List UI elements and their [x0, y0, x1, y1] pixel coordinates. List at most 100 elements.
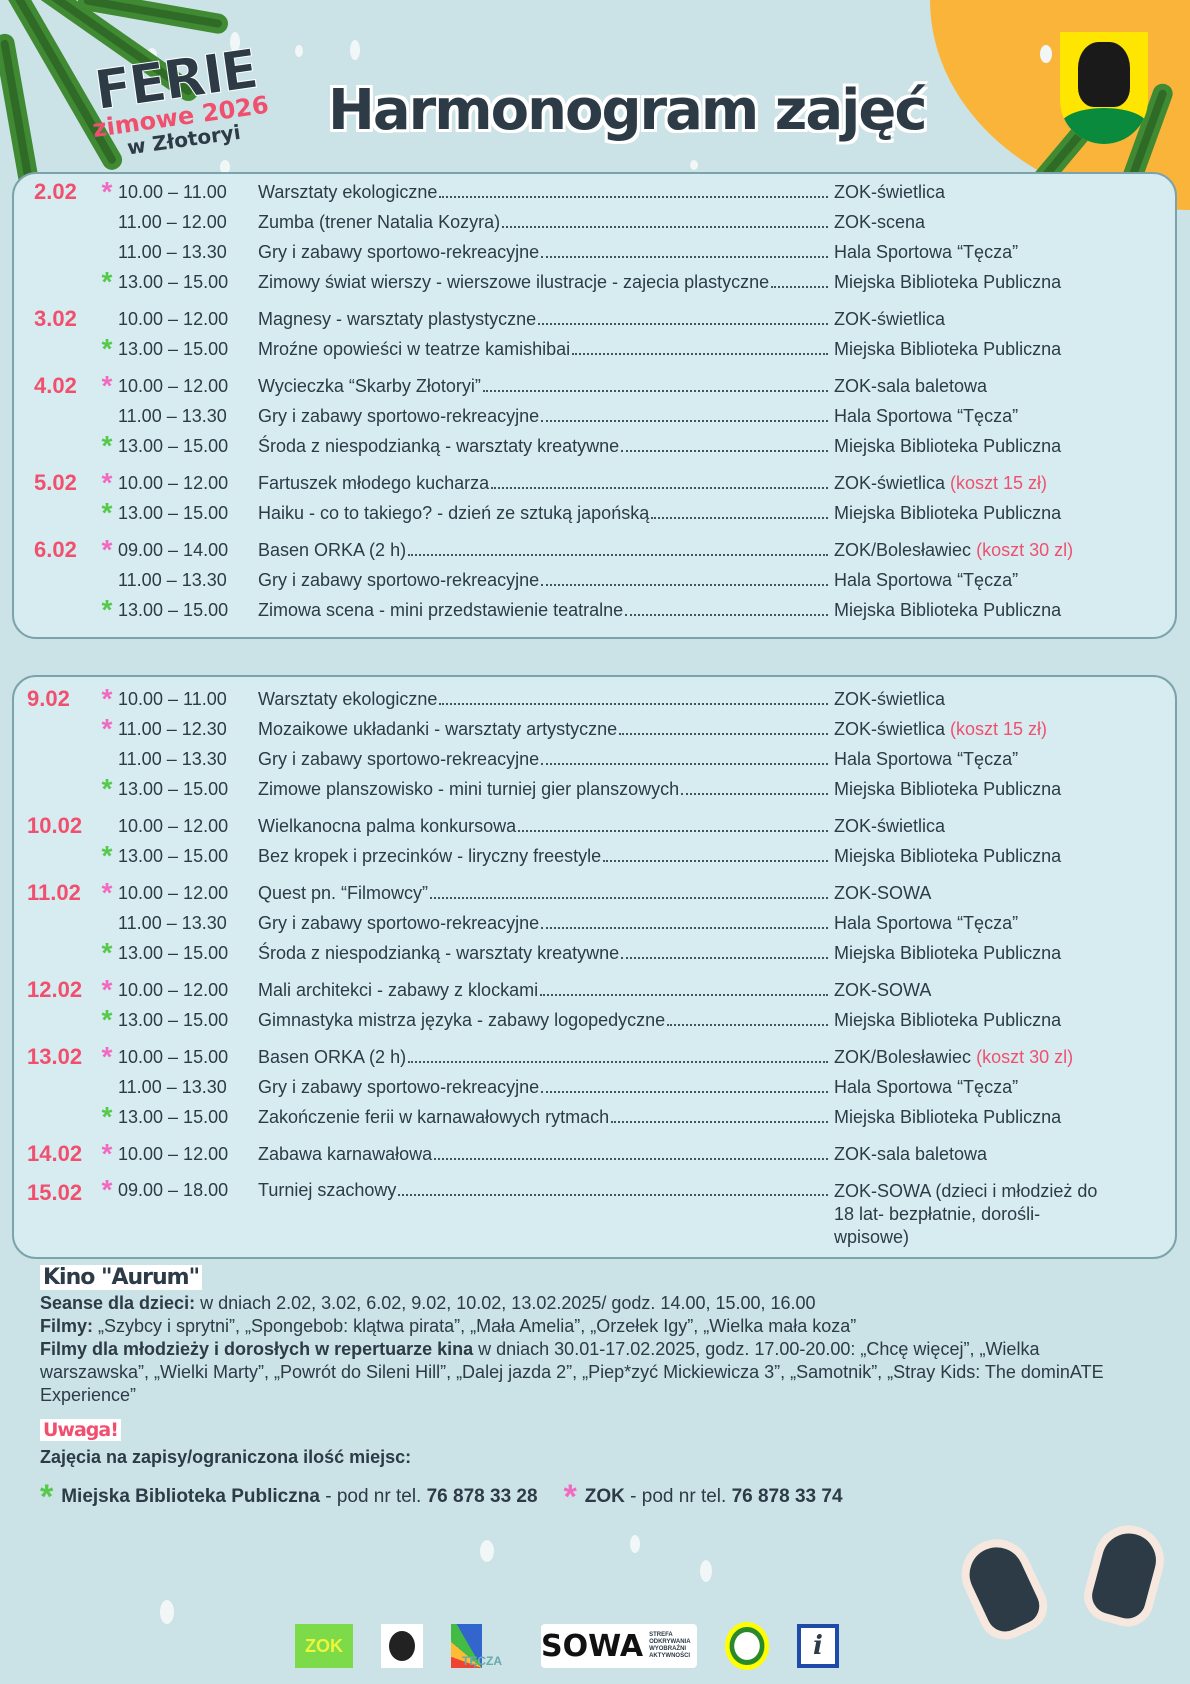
contact-name: ZOK [584, 1486, 625, 1507]
partner-logos: ZOK TĘCZA SOWA STREFA ODKRYWANIA WYOBRAŹN… [295, 1622, 839, 1670]
activity-name: Wielkanocna palma konkursowa [258, 815, 517, 836]
location-name: ZOK-świetlica [834, 472, 946, 493]
text: „Szybcy i sprytni”, „Spongebob: klątwa p… [93, 1316, 857, 1336]
location: ZOK-scena [834, 212, 1175, 233]
activity-name: Gry i zabawy sportowo-rekreacyjne [258, 569, 540, 590]
activity: Zabawa karnawałowa [258, 1144, 834, 1165]
phone-number: 76 878 33 74 [731, 1486, 843, 1507]
activity: Warsztaty ekologiczne [258, 182, 834, 203]
location-name: ZOK-sala baletowa [834, 375, 988, 396]
location-name: Miejska Biblioteka Publiczna [834, 502, 1062, 523]
activity-name: Mozaikowe układanki - warsztaty artystyc… [258, 718, 618, 739]
activity: Gry i zabawy sportowo-rekreacyjne [258, 913, 834, 934]
cinema-title: Kino "Aurum" [40, 1265, 203, 1290]
kids-films: Filmy: „Szybcy i sprytni”, „Spongebob: k… [40, 1315, 1140, 1338]
schedule-row: 11.00 – 13.30 Gry i zabawy sportowo-rekre… [14, 565, 1175, 595]
dotted-leader [408, 1060, 828, 1063]
day-group: 9.02 * 10.00 – 11.00 Warsztaty ekologiczne Z… [14, 684, 1175, 804]
activity: Basen ORKA (2 h) [258, 1047, 834, 1068]
activity: Środa z niespodzianką - warsztaty kreaty… [258, 943, 834, 964]
location-name: Miejska Biblioteka Publiczna [834, 778, 1062, 799]
dotted-leader [482, 389, 828, 392]
activity-name: Zimowe planszowisko - mini turniej gier … [258, 778, 680, 799]
activity-name: Środa z niespodzianką - warsztaty kreaty… [258, 435, 620, 456]
green-asterisk-icon: * [101, 1004, 113, 1035]
logo-subtext: STREFA ODKRYWANIA WYOBRAŹNI AKTYWNOŚCI [649, 1632, 691, 1659]
day-date: 2.02 [34, 179, 77, 204]
activity-name: Zakończenie ferii w karnawałowych rytmac… [258, 1106, 610, 1127]
notice-title: Uwaga! [40, 1419, 121, 1441]
location-name: ZOK-SOWA (dzieci i młodzież do 18 lat- b… [834, 1181, 1098, 1247]
schedule-row: 2.02 * 10.00 – 11.00 Warsztaty ekologiczne Z… [14, 177, 1175, 207]
adult-films: Filmy dla młodzieży i dorosłych w repert… [40, 1338, 1140, 1407]
activity: Gimnastyka mistrza języka - zabawy logop… [258, 1010, 834, 1031]
activity: Zimowe planszowisko - mini turniej gier … [258, 779, 834, 800]
activity: Magnesy - warsztaty plastystyczne [258, 309, 834, 330]
library-logo [381, 1624, 423, 1668]
location: Hala Sportowa “Tęcza” [834, 242, 1175, 263]
activity: Zimowy świat wierszy - wierszowe ilustra… [258, 272, 834, 293]
location: Miejska Biblioteka Publiczna [834, 503, 1175, 524]
activity-name: Środa z niespodzianką - warsztaty kreaty… [258, 942, 620, 963]
activity: Bez kropek i przecinków - liryczny frees… [258, 846, 834, 867]
text: - pod nr tel. [624, 1486, 732, 1507]
dotted-leader [625, 613, 828, 616]
schedule-row: * 13.00 – 15.00 Gimnastyka mistrza języka … [14, 1005, 1175, 1035]
dotted-leader [771, 285, 828, 288]
activity: Gry i zabawy sportowo-rekreacyjne [258, 570, 834, 591]
time-range: 10.00 – 12.00 [118, 882, 229, 903]
time-range: 11.00 – 13.30 [118, 748, 227, 769]
schedule-week-1: 2.02 * 10.00 – 11.00 Warsztaty ekologiczne Z… [12, 172, 1177, 639]
day-date: 10.02 [27, 813, 83, 838]
schedule-row: 15.02 * 09.00 – 18.00 Turniej szachowy ZOK-S… [14, 1174, 1175, 1249]
location: Hala Sportowa “Tęcza” [834, 570, 1175, 591]
green-asterisk-icon: * [101, 594, 113, 625]
green-asterisk-icon: * [101, 773, 113, 804]
day-date: 12.02 [27, 977, 83, 1002]
location: ZOK-świetlica [834, 689, 1175, 710]
dotted-leader [621, 449, 828, 452]
activity: Zumba (trener Natalia Kozyra) [258, 212, 834, 233]
location-name: ZOK-SOWA [834, 882, 932, 903]
activity: Quest pn. “Filmowcy” [258, 883, 834, 904]
activity-name: Magnesy - warsztaty plastystyczne [258, 308, 537, 329]
location: Miejska Biblioteka Publiczna [834, 779, 1175, 800]
location-name: ZOK-świetlica [834, 815, 946, 836]
kids-screenings: Seanse dla dzieci: w dniach 2.02, 3.02, … [40, 1292, 1140, 1315]
schedule-row: 11.00 – 12.00 Zumba (trener Natalia Kozyr… [14, 207, 1175, 237]
green-asterisk-icon: * [101, 1101, 113, 1132]
location-name: Miejska Biblioteka Publiczna [834, 338, 1062, 359]
dotted-leader [538, 322, 828, 325]
activity-name: Gry i zabawy sportowo-rekreacyjne [258, 241, 540, 262]
green-asterisk-icon: * [101, 430, 113, 461]
dotted-leader [619, 732, 828, 735]
schedule-row: * 13.00 – 15.00 Mroźne opowieści w teatrze… [14, 334, 1175, 364]
time-range: 11.00 – 12.00 [118, 211, 227, 232]
green-asterisk-icon: * [101, 937, 113, 968]
time-range: 10.00 – 12.00 [118, 472, 229, 493]
schedule-row: 11.02 * 10.00 – 12.00 Quest pn. “Filmowcy” Z… [14, 878, 1175, 908]
activity-name: Haiku - co to takiego? - dzień ze sztuką… [258, 502, 650, 523]
time-range: 10.00 – 12.00 [118, 308, 229, 329]
dotted-leader [434, 1157, 828, 1160]
location: ZOK-SOWA [834, 883, 1175, 904]
label: Seanse dla dzieci: [40, 1293, 196, 1313]
dotted-leader [439, 702, 828, 705]
dotted-leader [491, 486, 828, 489]
location: Miejska Biblioteka Publiczna [834, 436, 1175, 457]
location: Hala Sportowa “Tęcza” [834, 913, 1175, 934]
schedule-row: * 13.00 – 15.00 Zakończenie ferii w karnaw… [14, 1102, 1175, 1132]
green-asterisk-icon: * [101, 333, 113, 364]
location: Hala Sportowa “Tęcza” [834, 749, 1175, 770]
activity-name: Warsztaty ekologiczne [258, 181, 438, 202]
dotted-leader [667, 1023, 828, 1026]
dotted-leader [572, 352, 828, 355]
activity: Fartuszek młodego kucharza [258, 473, 834, 494]
location-name: Hala Sportowa “Tęcza” [834, 241, 1019, 262]
location: ZOK-SOWA [834, 980, 1175, 1001]
time-range: 13.00 – 15.00 [118, 338, 229, 359]
activity: Środa z niespodzianką - warsztaty kreaty… [258, 436, 834, 457]
pink-asterisk-icon: * [101, 713, 113, 744]
location: Miejska Biblioteka Publiczna [834, 943, 1175, 964]
pink-asterisk-icon: * [101, 1174, 113, 1205]
